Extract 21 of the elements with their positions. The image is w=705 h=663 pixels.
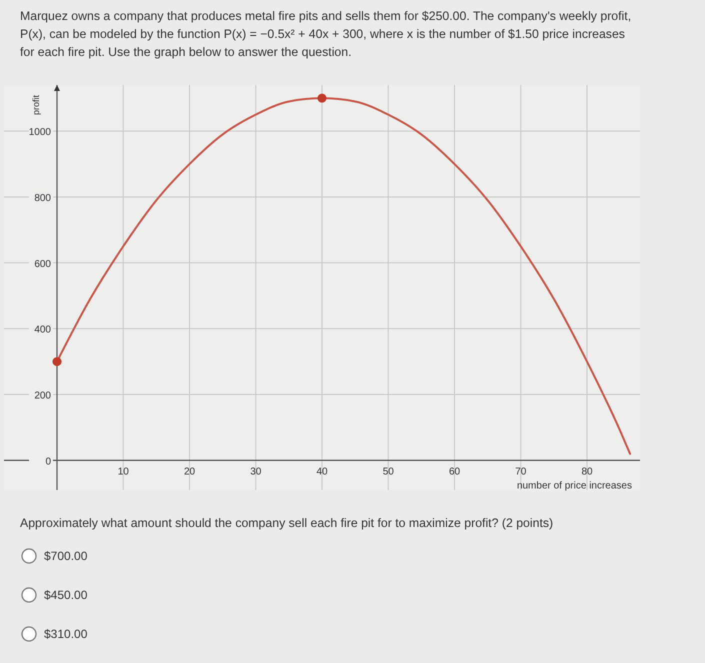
x-tick-label: 70 xyxy=(515,466,527,478)
y-tick-label: 800 xyxy=(34,192,52,204)
y-axis-title: profit xyxy=(31,94,41,116)
x-tick-label: 80 xyxy=(581,466,593,478)
y-tick-label: 400 xyxy=(34,324,52,336)
x-tick-label: 50 xyxy=(382,466,394,478)
chart-title: Marquez owns a company that produces metal fire pits and sells them for $250.00. The company's weekly profit, P(x), can be modeled by the function P(x) = −0.5x² + 40x + 300, where x is the number of $1.50 price increases for each fire pit. Use the graph below to answer the question. xyxy=(20,9,632,59)
y-tick-label: 1000 xyxy=(28,127,52,138)
y-tick-label: 600 xyxy=(34,258,52,270)
text: $700.00 xyxy=(44,549,88,563)
x-tick-label: 30 xyxy=(250,466,262,478)
x-tick-label: 10 xyxy=(118,466,130,478)
x-tick-label: 20 xyxy=(184,466,196,478)
x-axis-title: number of price increases xyxy=(516,480,632,492)
text: $450.00 xyxy=(44,588,88,602)
y-tick-label: 0 xyxy=(45,456,52,468)
text: Approximately what amount should the company sell each fire pit for to maximize profit? (2 points) xyxy=(20,516,554,530)
x-tick-label: 40 xyxy=(316,466,328,478)
text: $310.00 xyxy=(44,627,88,641)
x-tick-label: 60 xyxy=(448,466,460,478)
y-tick-label: 200 xyxy=(34,390,52,402)
